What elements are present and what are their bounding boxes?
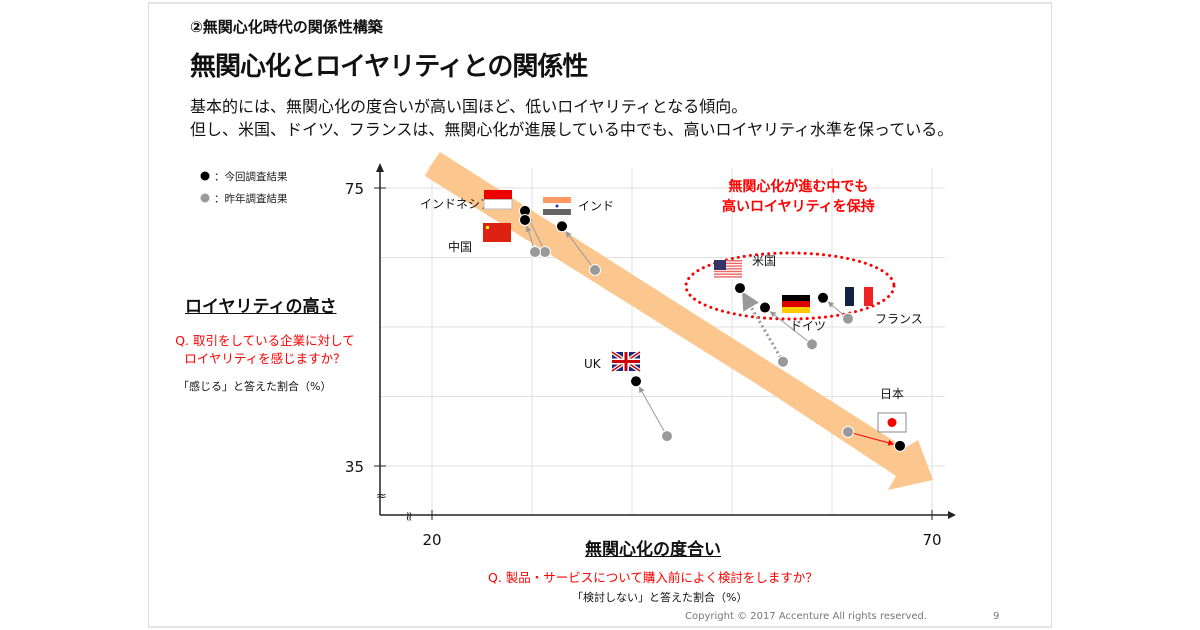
previous-point — [842, 312, 854, 325]
china-flag-icon — [483, 223, 511, 242]
previous-point — [777, 355, 789, 368]
previous-point — [589, 264, 601, 277]
country-label-china: 中国 — [448, 239, 472, 254]
page-number: 9 — [993, 611, 1000, 622]
previous-point — [806, 338, 818, 351]
x-tick-label: 20 — [422, 531, 441, 549]
current-point — [519, 213, 531, 226]
change-arrow — [769, 311, 813, 345]
current-point — [630, 375, 642, 388]
y-question-line: ロイヤリティを感じますか？ — [184, 351, 346, 366]
current-point — [894, 439, 906, 452]
y-axis-arrowhead — [376, 163, 384, 172]
axis-break-icon: ≈ — [376, 489, 387, 504]
callout-line: 無関心化が進む中でも — [728, 179, 869, 195]
highlight-ellipse — [684, 251, 896, 321]
previous-point — [539, 245, 551, 258]
x-axis-arrowhead — [948, 511, 956, 519]
copyright: Copyright © 2017 Accenture All rights re… — [685, 611, 928, 622]
legend-current-marker — [200, 171, 210, 181]
change-arrow — [527, 216, 546, 253]
legend-previous-label: ：昨年調査結果 — [214, 192, 288, 205]
legend-previous-marker — [200, 193, 210, 203]
current-point — [556, 220, 568, 233]
previous-point — [842, 425, 854, 438]
description-line: 基本的には、無関心化の度合いが高い国ほど、低いロイヤリティとなる傾向。 — [190, 97, 748, 116]
x-tick-label: 70 — [922, 531, 941, 549]
y-question-line: Q. 取引をしている企業に対して — [175, 333, 355, 348]
y-tick-label: 35 — [345, 458, 364, 476]
india-flag-icon — [543, 197, 571, 215]
indonesia-flag-icon — [483, 190, 513, 210]
current-point — [734, 282, 746, 295]
change-arrow — [638, 386, 668, 437]
change-arrow — [565, 231, 596, 271]
x-axis-label: 無関心化の度合い — [585, 540, 721, 560]
page-title: 無関心化とロイヤリティとの関係性 — [190, 52, 588, 82]
y-axis-label: ロイヤリティの高さ — [185, 297, 337, 317]
usa-flag-icon — [714, 260, 742, 279]
x-axis-question: Q. 製品・サービスについて購入前によく検討をしますか？ — [488, 570, 818, 585]
y-tick-label: 75 — [345, 180, 364, 198]
country-label-uk: UK — [584, 357, 602, 371]
uk-flag-icon — [610, 350, 642, 373]
description-line: 但し、米国、ドイツ、フランスは、無関心化が進展している中でも、高いロイヤリティ水… — [190, 120, 954, 139]
previous-point — [661, 430, 673, 443]
callout-text: 無関心化が進む中でも 高いロイヤリティを保持 — [722, 177, 875, 217]
france-flag-icon — [845, 287, 873, 306]
change-arrow — [847, 431, 895, 446]
x-axis-note: 「検討しない」と答えた割合（%） — [572, 591, 748, 604]
country-label-france: フランス — [875, 312, 923, 326]
germany-flag-icon — [782, 295, 810, 313]
country-label-usa: 米国 — [752, 254, 776, 268]
country-label-india: インド — [578, 199, 614, 213]
section-subtitle: ②無関心化時代の関係性構築 — [190, 18, 383, 36]
current-point — [817, 291, 829, 304]
slide-frame — [148, 2, 1052, 628]
y-axis-question: Q. 取引をしている企業に対して ロイヤリティを感じますか？ — [160, 332, 370, 368]
y-axis-note: 「感じる」と答えた割合（%） — [178, 380, 332, 393]
change-arrow — [742, 291, 785, 363]
axis-break-icon: ≈ — [401, 511, 416, 522]
country-label-japan: 日本 — [880, 387, 904, 401]
current-point — [759, 301, 771, 314]
trend-band — [425, 156, 912, 474]
country-label-germany: ドイツ — [790, 319, 826, 333]
country-label-indonesia: インドネシア — [420, 197, 492, 211]
callout-line: 高いロイヤリティを保持 — [722, 199, 875, 215]
previous-point — [529, 245, 541, 258]
japan-flag-icon — [877, 412, 907, 433]
legend-current-label: ：今回調査結果 — [214, 170, 288, 183]
